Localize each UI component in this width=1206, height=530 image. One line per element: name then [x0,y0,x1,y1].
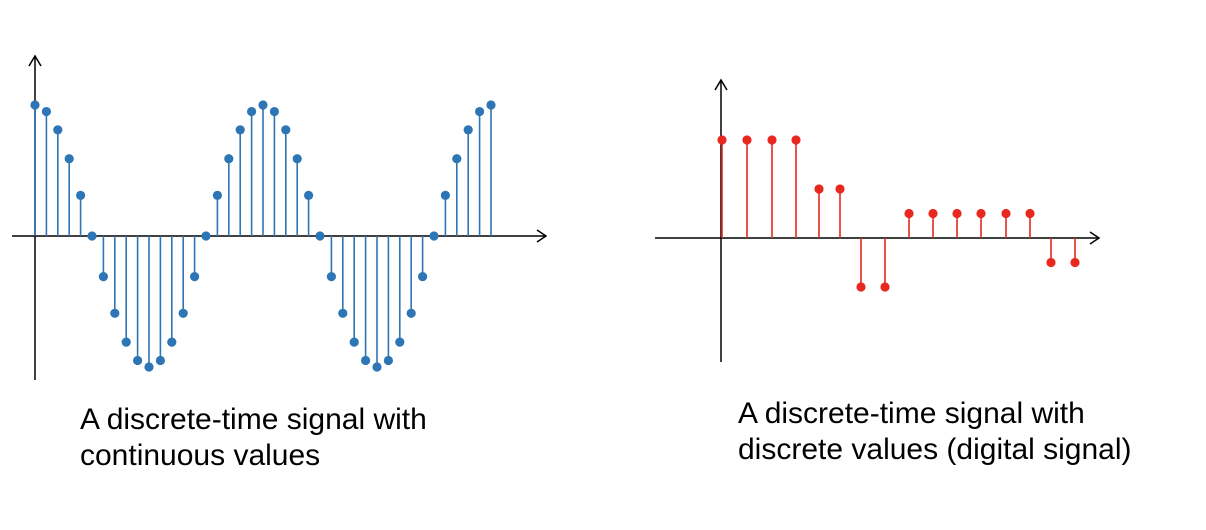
left-sample-1-marker [41,106,52,117]
left-sample-16-marker [212,190,222,200]
right-sample-8-marker [904,208,914,219]
left-sample-7-marker [110,308,120,318]
right-sample-12-marker [1001,208,1011,219]
left-sample-18-marker [235,125,245,135]
left-sample-27-marker [338,308,348,318]
left-sample-19-marker [247,106,257,117]
right-sample-0-marker [717,135,727,145]
left-caption: A discrete-time signal with continuous v… [80,402,427,474]
right-sample-6-marker [856,282,866,292]
left-sample-3-marker [64,154,74,164]
left-sample-26-marker [326,272,336,282]
left-sample-17-marker [224,154,234,164]
left-sample-20-marker [258,100,268,110]
left-sample-35-marker [429,231,439,241]
left-sample-21-marker [269,106,279,117]
left-sample-13-marker [178,308,188,318]
left-sample-28-marker [349,337,359,347]
left-sample-30-marker [372,362,382,372]
left-sample-8-marker [121,337,131,347]
right-sample-13-marker [1025,208,1035,219]
left-caption-line1: A discrete-time signal with [80,403,427,436]
right-y-axis-arrow [714,78,728,91]
right-x-axis-arrow [1089,231,1101,245]
left-sample-2-marker [53,125,63,135]
left-sample-38-marker [463,125,473,135]
left-sample-0-marker [30,100,40,110]
right-caption: A discrete-time signal with discrete val… [738,396,1132,468]
right-sample-5-marker [835,184,845,194]
right-sample-4-marker [814,184,824,194]
right-sample-2-marker [767,135,777,145]
left-sample-10-marker [144,362,154,372]
left-sample-12-marker [167,337,177,347]
left-sample-14-marker [190,272,200,282]
left-caption-line2: continuous values [80,439,321,472]
left-sample-40-marker [486,100,496,110]
left-sample-25-marker [315,231,325,241]
left-sample-6-marker [98,272,108,282]
right-caption-line1: A discrete-time signal with [738,397,1085,430]
left-sample-11-marker [155,355,165,366]
right-stems [717,135,1080,292]
left-sample-9-marker [133,355,143,366]
right-sample-11-marker [976,208,986,219]
left-sample-33-marker [406,308,416,318]
left-x-axis-arrow [536,229,548,243]
right-sample-15-marker [1070,257,1080,268]
left-stems [30,100,496,372]
left-sample-22-marker [281,125,291,135]
left-sample-37-marker [452,154,462,164]
right-axes [655,78,1101,362]
left-y-axis-arrow [28,54,42,67]
right-stem-plot [655,78,1101,362]
left-sample-4-marker [76,190,86,200]
left-sample-39-marker [475,106,485,117]
left-sample-5-marker [87,231,97,241]
left-stem-plot [12,54,548,380]
right-sample-1-marker [742,135,752,145]
left-sample-24-marker [304,190,314,200]
right-sample-14-marker [1046,257,1056,268]
left-sample-32-marker [395,337,405,347]
left-sample-15-marker [201,231,211,241]
left-sample-31-marker [383,355,393,366]
right-caption-line2: discrete values (digital signal) [738,433,1132,466]
right-sample-3-marker [791,135,801,145]
left-sample-29-marker [361,355,371,366]
left-sample-23-marker [292,154,302,164]
left-sample-36-marker [440,190,450,200]
right-sample-7-marker [880,282,890,292]
right-sample-10-marker [952,208,962,219]
right-sample-9-marker [928,208,938,219]
left-sample-34-marker [418,272,428,282]
